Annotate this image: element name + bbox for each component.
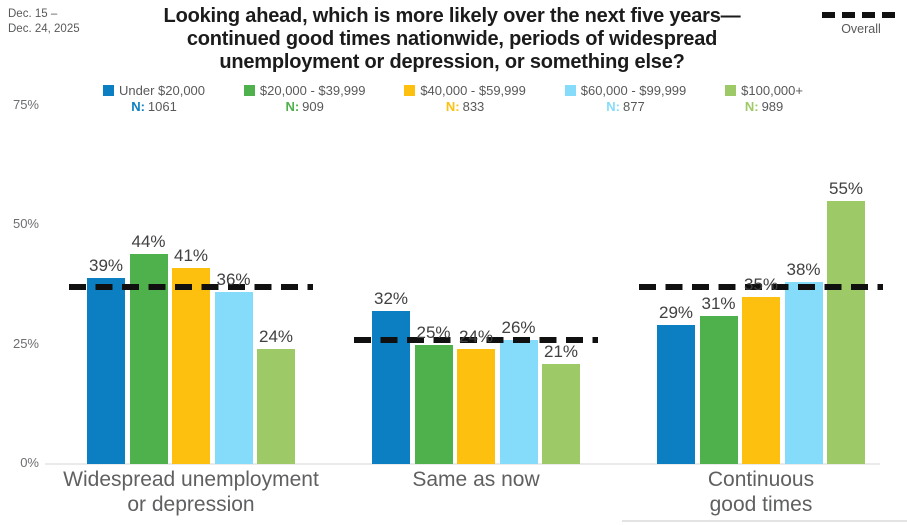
y-axis-tick-label: 25% bbox=[12, 335, 39, 351]
bar-value-label: 36% bbox=[216, 269, 251, 289]
series-legend: Under $20,000 N: 1061 $20,000 - $39,999 N: 90… bbox=[103, 83, 803, 114]
legend-item-row: $20,000 - $39,999 bbox=[243, 83, 366, 98]
y-axis-tick-label: 50% bbox=[12, 216, 39, 231]
bar-value-label: 35% bbox=[743, 274, 779, 294]
category-label-line: good times bbox=[709, 493, 813, 516]
legend-n-value: 1061 bbox=[147, 99, 177, 114]
date-line-1: Dec. 15 – bbox=[8, 8, 58, 20]
legend-item: Under $20,000 N: 1061 bbox=[103, 83, 205, 114]
bar bbox=[214, 291, 253, 464]
bar-value-label: 41% bbox=[173, 246, 209, 266]
y-axis-tick-label: 75% bbox=[12, 96, 39, 112]
bar-value-label: 32% bbox=[373, 289, 409, 309]
overall-dashed-line bbox=[639, 284, 883, 291]
category-label: Widespread unemployment or depression bbox=[21, 467, 361, 517]
chart-title-line-3: unemployment or depression, or something… bbox=[219, 51, 685, 73]
legend-n-prefix: N: bbox=[131, 99, 145, 114]
bar bbox=[372, 311, 410, 464]
bar-value-label: 29% bbox=[658, 303, 694, 323]
legend-n-value: 877 bbox=[623, 99, 645, 114]
legend-n-value: 833 bbox=[462, 99, 485, 114]
bar-value-label: 31% bbox=[701, 293, 736, 313]
bar bbox=[542, 363, 580, 464]
legend-swatch bbox=[564, 85, 576, 96]
bar bbox=[499, 339, 538, 464]
chart-title-line-1: Looking ahead, which is more likely over… bbox=[163, 5, 741, 27]
y-axis-tick-label: 0% bbox=[20, 455, 39, 470]
legend-n-label: N: 833 bbox=[446, 99, 484, 114]
legend-n-label: N: 1061 bbox=[131, 99, 177, 114]
bar-value-label: 25% bbox=[416, 322, 451, 342]
category-label-line: Continuous bbox=[707, 468, 815, 491]
bar bbox=[457, 349, 495, 464]
legend-item-label: $40,000 - $59,999 bbox=[420, 83, 526, 98]
legend-item-label: Under $20,000 bbox=[119, 83, 206, 98]
legend-item-row: $40,000 - $59,999 bbox=[404, 83, 526, 98]
legend-item-label: $60,000 - $99,999 bbox=[580, 83, 687, 98]
legend-n-prefix: N: bbox=[445, 99, 460, 114]
category-label: Continuous good times bbox=[591, 467, 907, 517]
legend-n-label: N: 989 bbox=[745, 99, 783, 114]
legend-swatch bbox=[243, 85, 255, 96]
legend-n-prefix: N: bbox=[606, 99, 621, 114]
bottom-divider bbox=[622, 520, 907, 522]
legend-item-row: $60,000 - $99,999 bbox=[564, 83, 687, 98]
overall-dashed-line bbox=[354, 336, 598, 343]
x-axis-baseline bbox=[45, 463, 880, 465]
legend-item: $40,000 - $59,999 N: 833 bbox=[404, 83, 526, 114]
bar-value-label: 55% bbox=[828, 179, 864, 199]
bar bbox=[699, 315, 738, 464]
date-range-label: Dec. 15 – Dec. 24, 2025 bbox=[8, 7, 80, 37]
legend-item: $60,000 - $99,999 N: 877 bbox=[564, 83, 687, 114]
category-label-line: Widespread unemployment bbox=[63, 468, 319, 491]
chart-title-line-2: continued good times nationwide, periods… bbox=[186, 28, 718, 50]
legend-n-prefix: N: bbox=[744, 99, 759, 114]
bar-value-label: 38% bbox=[786, 260, 821, 280]
legend-item-label: $100,000+ bbox=[741, 83, 803, 98]
legend-swatch bbox=[103, 85, 114, 96]
legend-item-row: $100,000+ bbox=[725, 83, 803, 98]
overall-dashed-line bbox=[69, 284, 313, 291]
overall-dash-icon bbox=[822, 12, 900, 18]
overall-legend-label: Overall bbox=[841, 22, 881, 36]
bar bbox=[742, 296, 780, 464]
legend-item: $100,000+ N: 989 bbox=[725, 83, 803, 114]
legend-swatch bbox=[725, 85, 737, 96]
chart-title: Looking ahead, which is more likely over… bbox=[100, 5, 804, 74]
legend-swatch bbox=[404, 85, 416, 96]
legend-n-prefix: N: bbox=[285, 99, 300, 114]
bar-value-label: 44% bbox=[131, 231, 166, 251]
legend-item-label: $20,000 - $39,999 bbox=[259, 83, 366, 98]
bar-value-label: 24% bbox=[258, 327, 294, 347]
legend-n-label: N: 909 bbox=[285, 99, 323, 114]
bar bbox=[87, 277, 125, 464]
bar bbox=[827, 201, 865, 464]
category-label: Same as now bbox=[306, 467, 646, 492]
bar bbox=[657, 325, 695, 464]
legend-n-value: 909 bbox=[302, 99, 324, 114]
bar-value-label: 21% bbox=[543, 341, 579, 361]
legend-item: $20,000 - $39,999 N: 909 bbox=[243, 83, 366, 114]
legend-item-row: Under $20,000 bbox=[103, 83, 205, 98]
bar-value-label: 26% bbox=[501, 317, 536, 337]
legend-n-label: N: 877 bbox=[606, 99, 644, 114]
bar bbox=[172, 268, 210, 464]
bar bbox=[784, 282, 823, 464]
bar bbox=[414, 344, 453, 464]
date-line-2: Dec. 24, 2025 bbox=[8, 23, 80, 35]
category-label-line: or depression bbox=[127, 493, 255, 516]
legend-n-value: 989 bbox=[761, 99, 784, 114]
overall-legend: Overall bbox=[820, 12, 902, 36]
bar-value-label: 39% bbox=[88, 255, 124, 275]
category-label-line: Same as now bbox=[412, 468, 540, 491]
bar bbox=[257, 349, 295, 464]
bar-value-label: 24% bbox=[458, 327, 494, 347]
